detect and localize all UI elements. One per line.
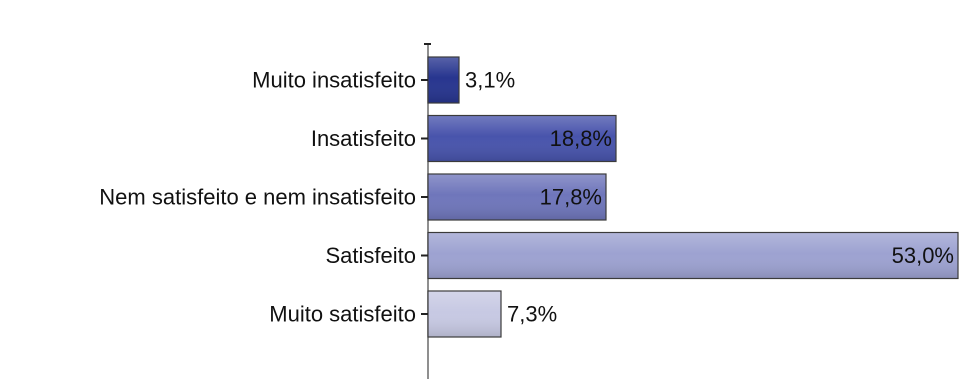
bar-shade-3 — [428, 233, 958, 278]
bar-shade-2 — [428, 174, 606, 220]
category-label-1: Insatisfeito — [311, 126, 416, 151]
category-label-4: Muito satisfeito — [269, 302, 416, 327]
category-label-0: Muito insatisfeito — [252, 68, 416, 93]
category-label-2: Nem satisfeito e nem insatisfeito — [99, 185, 416, 210]
category-label-3: Satisfeito — [326, 243, 417, 268]
data-label-1: 18,8% — [550, 126, 612, 151]
data-label-3: 53,0% — [892, 243, 954, 268]
data-label-0: 3,1% — [465, 68, 515, 93]
bar-shade-1 — [428, 116, 616, 161]
bar-shade-4 — [428, 291, 501, 337]
data-label-2: 17,8% — [540, 185, 602, 210]
bars-layer: Muito insatisfeito 3,1% Insatisfeito 18,8% N… — [99, 56, 959, 338]
data-label-4: 7,3% — [507, 302, 557, 327]
bar-shade-0 — [428, 57, 459, 103]
